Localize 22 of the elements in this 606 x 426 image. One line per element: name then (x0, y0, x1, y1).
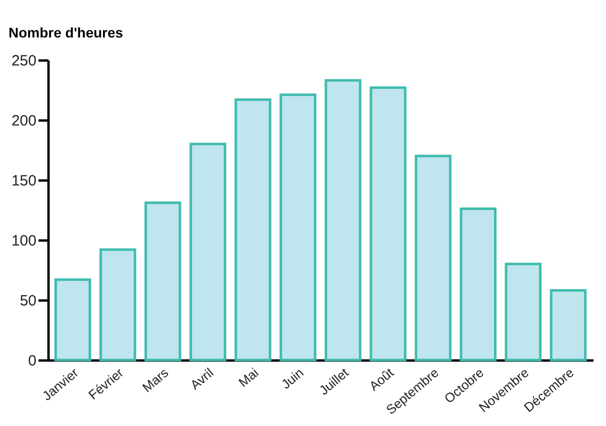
y-axis-title: Nombre d'heures (8, 24, 124, 40)
bar (370, 86, 406, 362)
x-tick-label: Mai (236, 364, 262, 390)
bar (460, 208, 497, 362)
x-tick-label: Mars (139, 364, 172, 396)
x-tick-label: Juin (278, 364, 306, 392)
bar (234, 98, 272, 362)
y-tick-label: 0 (28, 352, 36, 370)
bar (414, 154, 452, 362)
y-tick-label: 150 (11, 172, 36, 190)
y-tick-label: 200 (11, 112, 36, 130)
bar (504, 262, 542, 362)
y-tick-label: 100 (11, 232, 36, 250)
bar (54, 278, 92, 362)
bar (324, 79, 362, 362)
bar (99, 248, 136, 362)
bar (144, 202, 182, 362)
bar (190, 142, 226, 362)
y-tick-label: 250 (11, 52, 36, 70)
y-tick-label: 50 (20, 292, 36, 310)
bar (550, 289, 587, 362)
bar (280, 94, 316, 362)
